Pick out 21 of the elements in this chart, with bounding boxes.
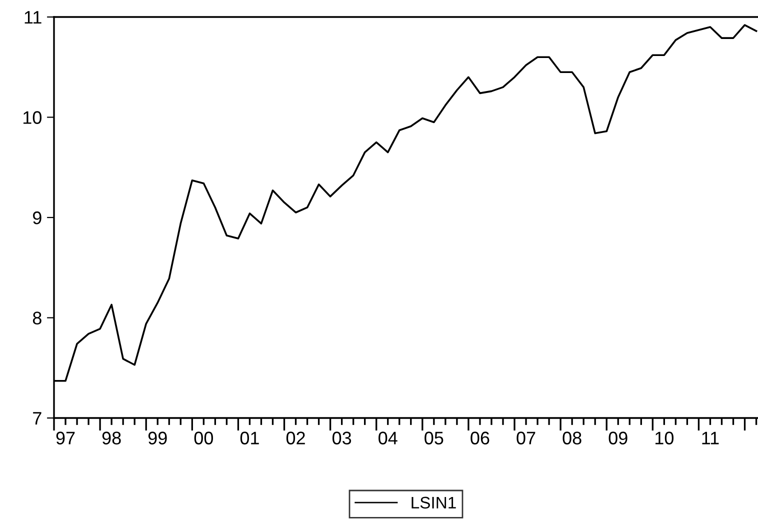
y-tick-label: 8 [32, 312, 42, 324]
x-tick-label: 10 [656, 432, 674, 444]
x-tick-label: 01 [240, 432, 259, 444]
x-tick-label: 02 [286, 432, 305, 444]
x-tick-label: 08 [562, 432, 582, 444]
y-tick-label: 7 [33, 412, 42, 425]
x-tick-label: 04 [378, 432, 398, 444]
x-tick-label: 06 [470, 432, 490, 444]
legend-label: LSIN1 [412, 496, 456, 509]
x-tick-label: 97 [56, 432, 75, 444]
y-tick-label: 11 [24, 11, 42, 24]
x-tick-label: 99 [148, 432, 167, 444]
x-tick-label: 00 [194, 432, 213, 444]
x-tick-label: 05 [424, 432, 444, 444]
x-tick-label: 11 [702, 432, 719, 444]
y-tick-label: 9 [33, 211, 42, 224]
y-tick-label: 10 [23, 111, 42, 124]
x-tick-label: 09 [608, 432, 628, 444]
x-tick-label: 98 [102, 432, 121, 444]
x-tick-label: 07 [516, 432, 536, 444]
x-tick-label: 03 [332, 432, 352, 444]
